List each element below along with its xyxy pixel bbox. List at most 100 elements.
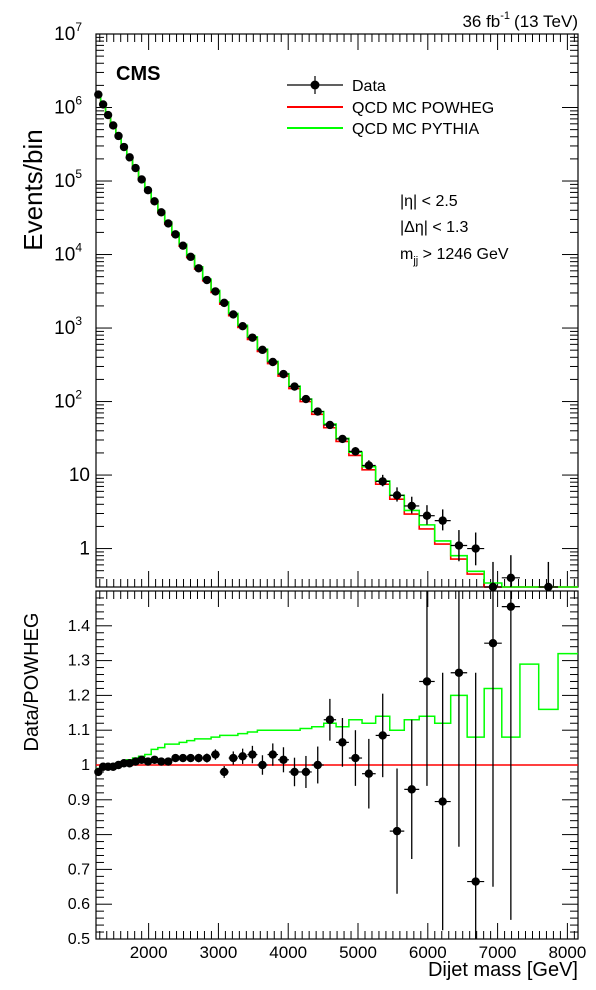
ratio-x-tick-label: 4000 (269, 943, 307, 962)
data-point (278, 369, 289, 379)
ratio-point-marker (143, 757, 153, 766)
ratio-point-marker (506, 602, 516, 611)
ratio-point-marker (279, 755, 288, 764)
data-point-marker (229, 310, 238, 319)
ratio-data-point (228, 751, 238, 765)
ratio-data-point (171, 753, 180, 763)
ratio-data-point (311, 746, 324, 784)
legend-entry-powheg: QCD MC POWHEG (287, 100, 494, 117)
ratio-x-ticks: 2000 3000 4000 5000 6000 7000 8000 (99, 591, 586, 962)
data-point-marker (131, 163, 140, 173)
ratio-y-tick-label: 1.4 (68, 618, 90, 635)
ratio-data-point (211, 749, 220, 760)
ratio-y-tick-label: 0.6 (68, 896, 90, 913)
data-point (94, 90, 103, 99)
ratio-data-point (178, 753, 188, 763)
ratio-point-marker (229, 753, 238, 763)
data-point-marker (119, 142, 129, 152)
ratio-data-point (501, 591, 520, 920)
ratio-point-marker (392, 826, 402, 836)
data-point (404, 496, 420, 514)
ratio-point-marker (301, 767, 311, 777)
main-y-tick-label: 1 (79, 539, 90, 560)
ratio-data-point (375, 693, 390, 778)
data-point (103, 110, 113, 120)
ratio-data-point (389, 768, 405, 894)
data-point (143, 186, 153, 195)
cut-delta-eta: |Δη| < 1.3 (400, 219, 468, 236)
data-point-marker (98, 100, 108, 109)
data-point (157, 208, 166, 217)
ratio-data-point (362, 738, 376, 809)
data-point-marker (109, 121, 118, 130)
data-point-marker (157, 208, 166, 217)
data-point (311, 407, 324, 416)
ratio-data-point (434, 672, 451, 931)
ratio-data-point (484, 591, 502, 887)
ratio-data-point (404, 719, 420, 859)
data-point (98, 100, 108, 109)
data-point-marker (94, 90, 103, 99)
data-point-marker (194, 264, 203, 273)
ratio-data-point (150, 755, 159, 764)
data-point (323, 420, 337, 430)
data-point-marker (143, 186, 153, 195)
ratio-point-marker (471, 877, 480, 886)
ratio-data-point (257, 755, 268, 775)
ratio-data-point (288, 757, 301, 787)
data-point (336, 434, 349, 444)
ratio-reference-and-mc (96, 652, 578, 770)
ratio-data-point (247, 745, 258, 764)
ratio-point-marker (171, 753, 180, 763)
data-point (125, 153, 134, 162)
data-point (501, 555, 520, 587)
ratio-point-marker (258, 760, 267, 770)
data-point (538, 561, 559, 592)
data-point-marker (186, 252, 195, 262)
data-point (362, 460, 376, 470)
data-point-marker (268, 357, 277, 367)
data-point (109, 121, 118, 130)
ratio-y-tick-label: 0.9 (68, 792, 90, 809)
data-point-marker (279, 369, 288, 379)
data-point (137, 175, 146, 184)
pythia-histogram (96, 93, 578, 588)
data-point-marker (351, 447, 360, 456)
ratio-point-marker (422, 677, 432, 686)
data-point-marker (137, 175, 146, 184)
ratio-y-tick-label: 1 (81, 757, 90, 774)
ratio-data-point (194, 753, 203, 763)
data-point (300, 394, 312, 404)
data-point (389, 487, 405, 502)
data-point (194, 264, 203, 273)
ratio-y-tick-label: 0.7 (68, 861, 90, 878)
ratio-data-point (157, 757, 166, 766)
ratio-point-marker (338, 738, 347, 747)
ratio-data-point (336, 718, 349, 767)
ratio-data-point (143, 757, 153, 766)
ratio-x-tick-label: 5000 (339, 943, 377, 962)
data-point (267, 357, 279, 367)
ratio-data-point (278, 747, 289, 773)
ratio-y-tick-label: 1.1 (68, 722, 90, 739)
main-y-tick-label: 10 (69, 465, 90, 486)
data-point-marker (220, 298, 229, 308)
ratio-y-axis-title: Data/POWHEG (21, 613, 43, 752)
data-point-marker (171, 230, 180, 239)
data-point (164, 219, 173, 228)
data-point (228, 310, 238, 319)
ratio-y-ticks: 0.5 0.6 0.7 0.8 0.9 1 1.1 1.2 1.3 1.4 (68, 597, 578, 948)
ratio-point-marker (351, 753, 360, 763)
data-point (419, 505, 435, 525)
main-y-tick-label: 105 (54, 167, 82, 192)
data-point-marker (338, 434, 347, 444)
ratio-point-marker (454, 668, 464, 677)
data-point-marker (506, 573, 516, 583)
data-point-marker (248, 333, 257, 342)
ratio-point-marker (137, 755, 146, 764)
data-point-marker (164, 219, 173, 228)
data-point-marker (238, 321, 247, 331)
data-point (467, 532, 485, 566)
ratio-point-marker (407, 785, 416, 794)
data-point (114, 131, 123, 141)
